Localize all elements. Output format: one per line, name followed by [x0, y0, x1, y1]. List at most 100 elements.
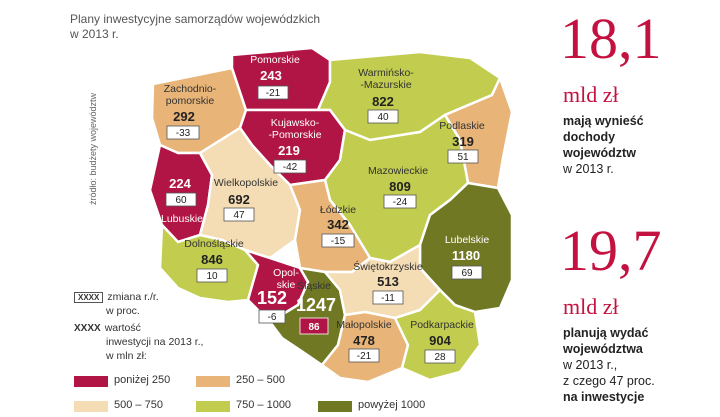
income-desc-line: mają wynieść — [563, 114, 644, 128]
region-name: Wielkopolskie — [214, 177, 278, 189]
region-value: 342 — [327, 217, 349, 232]
spend-desc-line: województwa — [563, 342, 643, 356]
region-change: 40 — [377, 112, 389, 123]
region-value: 478 — [353, 333, 375, 348]
legend-swatch-750-1000 — [196, 401, 230, 412]
region-name: Opol- — [273, 267, 299, 279]
region-value: 904 — [429, 333, 451, 348]
region-name: pomorskie — [166, 95, 215, 107]
region-change: -24 — [393, 197, 408, 208]
region-name: Łódzkie — [320, 204, 356, 216]
region-value: 809 — [389, 179, 411, 194]
region-name: Świętokrzyskie — [353, 260, 423, 273]
region-change: 28 — [434, 352, 446, 363]
region-value: 692 — [228, 192, 250, 207]
legend-label: powyżej 1000 — [358, 399, 426, 411]
region-label-podkarpackie: Podkarpackie 904 28 — [410, 319, 474, 364]
region-change: -33 — [176, 128, 191, 139]
region-name: Lubelskie — [445, 234, 490, 246]
region-name: Pomorskie — [250, 54, 300, 66]
income-desc-line: województw — [563, 146, 636, 160]
region-label-slaskie: Śląskie 1247 86 — [296, 279, 336, 335]
region-value: 319 — [452, 134, 474, 149]
region-change: -6 — [268, 312, 277, 323]
region-name: Małopolskie — [336, 319, 392, 331]
key-value-label: wartość — [104, 322, 141, 334]
region-change: 51 — [457, 152, 469, 163]
key-change-label: zmiana r./r. — [107, 291, 159, 303]
region-value: 822 — [372, 94, 394, 109]
key-value: XXXX wartość — [74, 322, 141, 334]
income-desc-line: dochody — [563, 130, 616, 144]
income-desc: mają wynieść dochody województw w 2013 r… — [563, 113, 644, 177]
region-name: skie — [277, 279, 296, 291]
key-value-label-2: inwestycji na 2013 r., — [106, 336, 204, 348]
region-change: 47 — [233, 210, 245, 221]
region-change: 69 — [461, 268, 473, 279]
region-value: 1180 — [452, 248, 480, 263]
region-name: -Mazurskie — [360, 79, 412, 91]
region-label-pomorskie: Pomorskie 243 -21 — [250, 54, 300, 100]
key-change-box: XXXX — [74, 292, 104, 303]
legend-swatch-500-750 — [74, 401, 108, 412]
legend-label: 750 – 1000 — [236, 399, 292, 411]
region-value: 1247 — [296, 295, 336, 315]
region-name: Kujawsko- — [271, 117, 320, 129]
region-label-warminsko-mazurskie: Warmińsko- -Mazurskie 822 40 — [358, 67, 414, 124]
legend-label: poniżej 250 — [114, 374, 171, 386]
region-name: Śląskie — [297, 279, 331, 292]
spend-desc-line: w 2013 r., — [563, 358, 618, 372]
spend-desc-line: z czego 47 proc. — [563, 374, 655, 388]
region-change: -11 — [381, 293, 395, 304]
region-name: Zachodnio- — [164, 83, 217, 95]
income-value: 18,1 — [560, 6, 662, 71]
region-label-mazowieckie: Mazowieckie 809 -24 — [368, 165, 428, 209]
income-unit: mld zł — [563, 82, 619, 107]
legend-swatch-below-250 — [74, 376, 108, 387]
legend-label: 250 – 500 — [236, 374, 285, 386]
income-desc-line: w 2013 r. — [563, 162, 614, 176]
spend-desc-line: planują wydać — [563, 326, 649, 340]
region-label-podlaskie: Podlaskie 319 51 — [439, 120, 485, 164]
region-label-lodzkie: Łódzkie 342 -15 — [320, 204, 356, 248]
region-name: Podkarpackie — [410, 319, 474, 331]
region-shape-wielkopolskie — [198, 126, 302, 260]
region-name: Lubuskie — [161, 213, 203, 225]
spend-desc: planują wydać województwa w 2013 r., z c… — [563, 325, 655, 405]
map-title: Plany inwestycyjne samorządów wojewódzki… — [70, 12, 321, 41]
region-change: 10 — [206, 271, 218, 282]
region-name: Podlaskie — [439, 120, 485, 132]
spend-unit: mld zł — [563, 294, 619, 319]
region-value: 513 — [377, 274, 399, 289]
region-change: 86 — [308, 322, 320, 333]
region-label-lubuskie: 224 60 Lubuskie — [161, 176, 203, 225]
region-name: Warmińsko- — [358, 67, 414, 79]
region-change: -21 — [266, 88, 281, 99]
region-value: 243 — [260, 68, 282, 83]
spend-desc-line: na inwestycje — [563, 390, 645, 404]
legend-label: 500 – 750 — [114, 399, 163, 411]
region-label-dolnoslaskie: Dolnośląskie 846 10 — [184, 238, 244, 283]
key-value-mark: XXXX — [74, 323, 101, 334]
key-change: XXXX zmiana r./r. — [74, 291, 159, 303]
region-value: 152 — [257, 288, 287, 308]
region-label-zachodniopomorskie: Zachodnio- pomorskie 292 -33 — [164, 83, 217, 140]
region-label-lubelskie: Lubelskie 1180 69 — [445, 234, 490, 280]
region-change: -15 — [331, 236, 346, 247]
region-label-malopolskie: Małopolskie 478 -21 — [336, 319, 392, 363]
region-change: -42 — [283, 162, 298, 173]
legend-swatch-above-1000 — [318, 401, 352, 412]
region-label-swietokrzyskie: Świętokrzyskie 513 -11 — [353, 260, 423, 305]
region-change: 60 — [175, 195, 187, 206]
region-name: Mazowieckie — [368, 165, 428, 177]
key-change-label-2: w proc. — [106, 305, 140, 317]
region-change: -21 — [357, 351, 372, 362]
legend-swatch-250-500 — [196, 376, 230, 387]
region-value: 292 — [173, 109, 195, 124]
region-label-kujawsko-pomorskie: Kujawsko- -Pomorskie 219 -42 — [268, 117, 322, 174]
key-value-label-3: w mln zł: — [106, 350, 147, 362]
region-value: 219 — [278, 143, 300, 158]
region-value: 224 — [169, 176, 191, 191]
region-value: 846 — [201, 252, 223, 267]
